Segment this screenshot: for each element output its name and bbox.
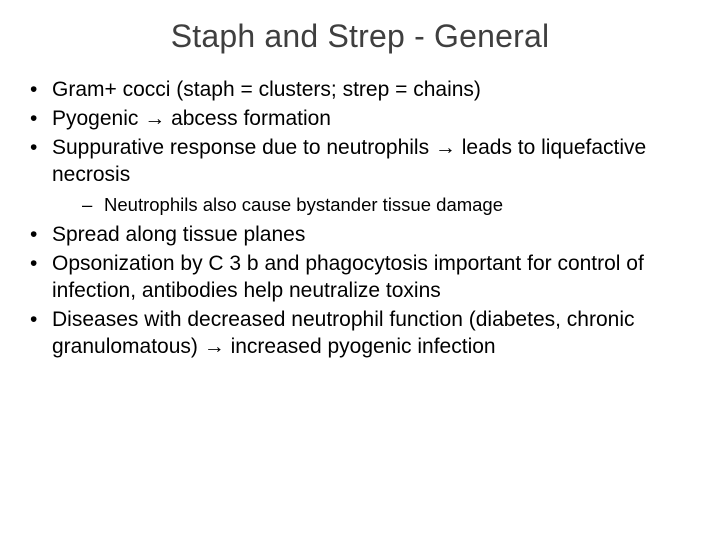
arrow-icon: → — [435, 136, 456, 159]
bullet-text: Pyogenic — [52, 107, 144, 130]
slide: Staph and Strep - General Gram+ cocci (s… — [0, 0, 720, 540]
bullet-text: Suppurative response due to neutrophils — [52, 136, 435, 159]
sub-list: Neutrophils also cause bystander tissue … — [52, 193, 696, 217]
bullet-text: abcess formation — [165, 107, 331, 130]
bullet-text: Opsonization by C 3 b and phagocytosis i… — [52, 252, 644, 302]
list-item: Pyogenic → abcess formation — [24, 106, 696, 133]
slide-title: Staph and Strep - General — [24, 18, 696, 55]
list-item: Suppurative response due to neutrophils … — [24, 135, 696, 216]
list-item: Gram+ cocci (staph = clusters; strep = c… — [24, 77, 696, 104]
list-item: Opsonization by C 3 b and phagocytosis i… — [24, 251, 696, 305]
sub-list-item: Neutrophils also cause bystander tissue … — [52, 193, 696, 217]
list-item: Spread along tissue planes — [24, 222, 696, 249]
bullet-text: Neutrophils also cause bystander tissue … — [104, 194, 503, 215]
bullet-text: increased pyogenic infection — [225, 335, 496, 358]
bullet-text: Gram+ cocci (staph = clusters; strep = c… — [52, 78, 481, 101]
list-item: Diseases with decreased neutrophil funct… — [24, 307, 696, 361]
bullet-list: Gram+ cocci (staph = clusters; strep = c… — [24, 77, 696, 361]
arrow-icon: → — [144, 107, 165, 130]
arrow-icon: → — [204, 335, 225, 358]
bullet-text: Spread along tissue planes — [52, 223, 305, 246]
